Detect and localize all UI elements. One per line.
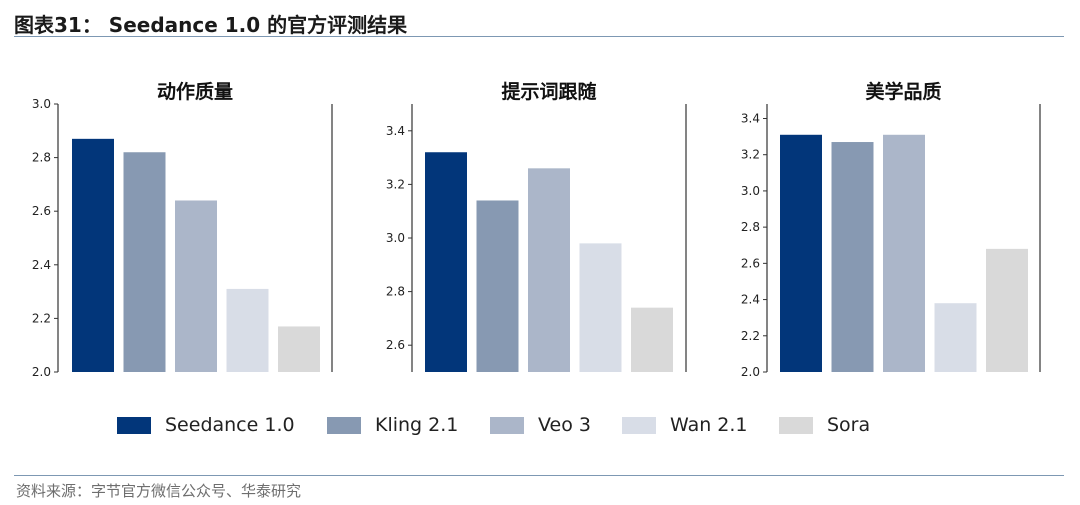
bar-kling-2-1	[476, 200, 519, 372]
panel-title: 动作质量	[157, 80, 233, 103]
bar-seedance-1-0	[72, 138, 114, 372]
source-note: 资料来源：字节官方微信公众号、华泰研究	[16, 482, 302, 500]
y-tick-label: 3.0	[386, 231, 405, 245]
bar-seedance-1-0	[425, 152, 467, 372]
legend-label: Wan 2.1	[670, 414, 748, 436]
panel-title: 提示词跟随	[501, 80, 596, 103]
y-tick-label: 2.8	[32, 151, 51, 165]
y-tick-label: 2.6	[386, 338, 405, 352]
bar-wan-2-1	[579, 243, 622, 372]
bar-kling-2-1	[831, 142, 874, 372]
legend-item: Wan 2.1	[622, 408, 748, 442]
bottom-divider	[14, 475, 1064, 476]
y-tick-label: 2.6	[32, 204, 51, 218]
legend-label: Veo 3	[538, 414, 591, 436]
y-tick-label: 3.4	[386, 124, 405, 138]
bar-kling-2-1	[123, 152, 166, 372]
legend-label: Seedance 1.0	[165, 414, 295, 436]
y-tick-label: 3.2	[741, 148, 760, 162]
legend-swatch	[779, 416, 813, 434]
bar-sora	[631, 307, 673, 372]
legend-swatch	[490, 416, 524, 434]
legend-swatch	[622, 416, 656, 434]
bar-veo-3	[528, 168, 570, 372]
legend-item: Seedance 1.0	[117, 408, 295, 442]
y-tick-label: 2.0	[32, 365, 51, 379]
y-tick-label: 3.0	[741, 184, 760, 198]
chart-area: 动作质量 2.0 2.2 2.4 2.6 2.8 3.0 提示词跟随 2.6 2.8 3.0 3.2 3…	[32, 80, 1041, 379]
y-tick-label: 3.0	[32, 97, 51, 111]
y-tick-label: 3.4	[741, 111, 760, 125]
bar-veo-3	[175, 200, 217, 372]
y-tick-label: 2.8	[741, 220, 760, 234]
panel-title: 美学品质	[865, 80, 941, 103]
y-tick-label: 2.4	[741, 293, 760, 307]
y-tick-label: 2.6	[741, 256, 760, 270]
legend-label: Kling 2.1	[375, 414, 459, 436]
legend-item: Veo 3	[490, 408, 591, 442]
figure-title: 图表31： Seedance 1.0 的官方评测结果	[14, 13, 408, 37]
y-tick-label: 2.0	[741, 365, 760, 379]
legend-item: Kling 2.1	[327, 408, 458, 442]
y-tick-label: 2.8	[386, 285, 405, 299]
bar-wan-2-1	[934, 303, 977, 372]
y-tick-label: 3.2	[386, 177, 405, 191]
bar-sora	[986, 248, 1028, 372]
y-tick-label: 2.2	[32, 311, 51, 325]
top-divider	[14, 36, 1064, 37]
legend-swatch	[117, 416, 151, 434]
bar-wan-2-1	[226, 288, 269, 372]
bar-sora	[278, 326, 320, 372]
legend-label: Sora	[827, 414, 871, 436]
bar-veo-3	[883, 134, 925, 372]
y-tick-label: 2.4	[32, 258, 51, 272]
chart-legend: Seedance 1.0 Kling 2.1 Veo 3 Wan 2.1 Sora	[0, 408, 1080, 442]
bar-seedance-1-0	[780, 134, 822, 372]
y-tick-label: 2.2	[741, 329, 760, 343]
legend-swatch	[327, 416, 361, 434]
legend-item: Sora	[779, 408, 870, 442]
